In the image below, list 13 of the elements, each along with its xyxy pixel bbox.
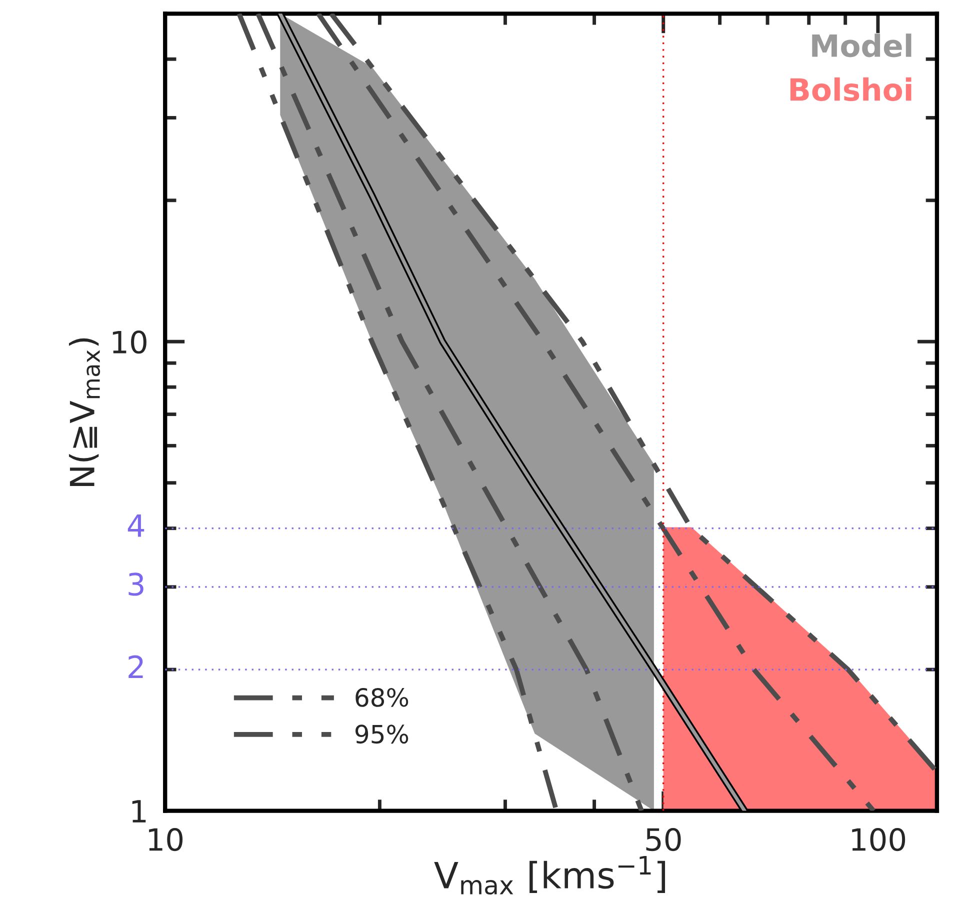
ref-line-label: 4 <box>128 514 144 537</box>
ref-line-label: 2 <box>128 655 143 678</box>
legend-label: 95% <box>356 724 408 744</box>
x-tick-label: 100 <box>852 828 906 852</box>
x-tick-label: 50 <box>646 828 681 852</box>
text: Model <box>812 34 912 58</box>
ref-line-label: 3 <box>128 572 144 596</box>
x-axis-title: V$_{max}$ [kms$^{−1}$] <box>434 856 666 895</box>
legend-label: 68% <box>356 688 408 707</box>
text: Bolshoi <box>790 77 912 102</box>
y-axis-title: N(≧V$_{max}$) <box>68 338 100 486</box>
x-tick-label: 10 <box>149 828 183 852</box>
y-tick-label: 1 <box>132 800 146 822</box>
